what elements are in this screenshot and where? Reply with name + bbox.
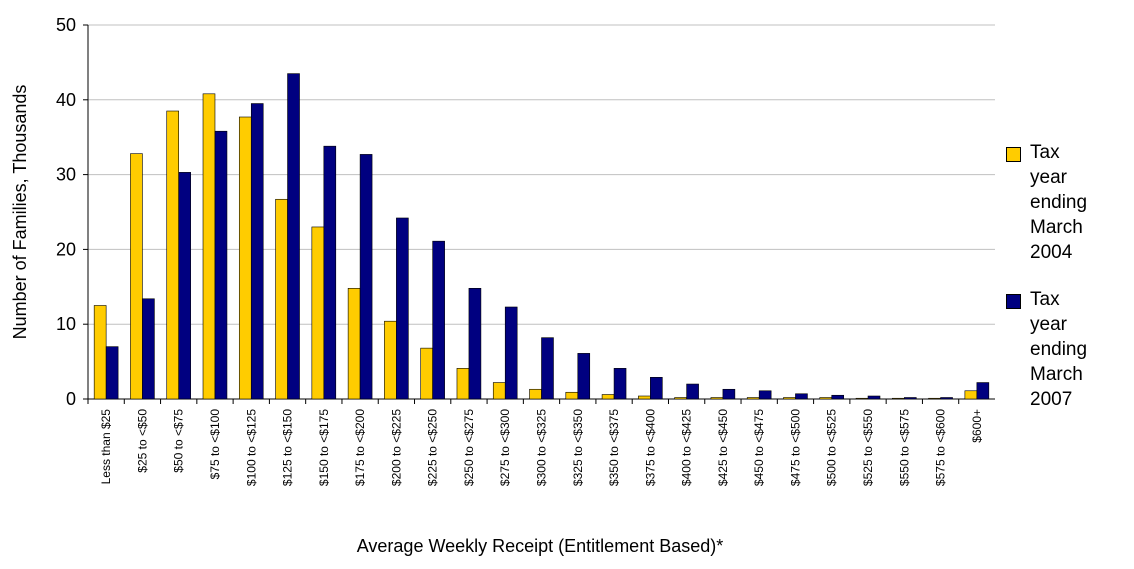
legend-swatch: [1006, 294, 1021, 309]
bar: [130, 153, 143, 400]
x-tick-label: $475 to <$500: [788, 409, 802, 486]
x-axis-title: Average Weekly Receipt (Entitlement Base…: [357, 536, 724, 556]
y-tick-label: 40: [56, 90, 76, 110]
x-tick-label: $75 to <$100: [208, 409, 222, 480]
bar: [746, 397, 760, 400]
x-tick-label: $300 to <$325: [535, 409, 549, 486]
bar: [722, 388, 736, 400]
bar: [903, 397, 917, 400]
bar: [178, 172, 191, 400]
bar: [541, 337, 554, 400]
x-tick-label: $25 to <$50: [135, 409, 149, 473]
x-tick-label: Less than $25: [99, 409, 113, 485]
bar: [250, 103, 264, 400]
bar: [202, 93, 216, 400]
y-tick-label: 30: [56, 165, 76, 185]
bar: [892, 397, 905, 400]
bar: [577, 353, 591, 400]
bar: [613, 368, 627, 400]
x-tick-label: $575 to <$600: [934, 409, 948, 486]
bar: [311, 226, 325, 400]
x-tick-label: $500 to <$525: [825, 409, 839, 486]
x-tick-label: $375 to <$400: [643, 409, 657, 486]
bar: [142, 298, 155, 400]
legend-label: Tax year ending March 2004: [1030, 142, 1088, 263]
x-tick-label: $325 to <$350: [571, 409, 585, 486]
bar: [674, 397, 687, 400]
x-tick-label: $225 to <$250: [426, 409, 440, 486]
y-tick-label: 0: [66, 389, 76, 409]
bar: [456, 368, 470, 400]
bar: [976, 382, 990, 400]
x-tick-label: $125 to <$150: [281, 409, 295, 486]
bar: [783, 397, 796, 400]
x-tick-label: $400 to <$425: [680, 409, 694, 486]
legend-item: Tax year ending March 2007: [1000, 287, 1100, 412]
bar: [214, 130, 228, 400]
bar: [323, 145, 337, 400]
x-tick-label: $425 to <$450: [716, 409, 730, 486]
x-tick-label: $600+: [970, 409, 984, 443]
bar: [238, 116, 252, 400]
y-tick-label: 50: [56, 15, 76, 35]
x-tick-label: $150 to <$175: [317, 409, 331, 486]
bar: [420, 347, 433, 400]
y-tick-label: 10: [56, 314, 76, 334]
bar: [855, 397, 869, 400]
bar: [819, 397, 833, 400]
bar: [275, 198, 288, 400]
bar: [93, 305, 107, 400]
legend-item: Tax year ending March 2004: [1000, 140, 1100, 265]
bar: [710, 397, 724, 400]
x-tick-label: $350 to <$375: [607, 409, 621, 486]
legend-swatch: [1006, 147, 1021, 162]
bar: [432, 240, 445, 400]
x-tick-label: $250 to <$275: [462, 409, 476, 486]
bar: [504, 306, 518, 400]
bar: [529, 388, 542, 400]
x-tick-label: $550 to <$575: [897, 409, 911, 486]
bar: [105, 346, 119, 400]
y-tick-label: 20: [56, 239, 76, 259]
bar: [964, 390, 978, 400]
x-tick-label: $275 to <$300: [498, 409, 512, 486]
bar: [686, 383, 699, 400]
bar: [928, 397, 941, 400]
x-tick-label: $50 to <$75: [172, 409, 186, 473]
bar: [758, 390, 772, 400]
bar: [287, 73, 300, 400]
x-tick-label: $525 to <$550: [861, 409, 875, 486]
bar: [359, 154, 373, 400]
bar: [565, 391, 579, 400]
bar: [795, 393, 808, 400]
x-tick-label: $175 to <$200: [353, 409, 367, 486]
legend-label: Tax year ending March 2007: [1030, 289, 1088, 410]
legend: Tax year ending March 2004 Tax year endin…: [1000, 140, 1130, 434]
bar: [867, 395, 881, 400]
bar: [650, 377, 663, 400]
bar: [492, 382, 506, 400]
bar: [831, 394, 845, 400]
x-tick-label: $100 to <$125: [244, 409, 258, 486]
bar: [347, 287, 361, 400]
bar: [601, 394, 615, 400]
y-axis-title: Number of Families, Thousands: [10, 85, 30, 340]
bar: [638, 395, 651, 400]
bar: [396, 217, 409, 400]
bar: [940, 397, 953, 400]
bar: [468, 287, 482, 400]
x-tick-label: $200 to <$225: [389, 409, 403, 486]
bar: [384, 320, 397, 400]
x-tick-label: $450 to <$475: [752, 409, 766, 486]
bar: [166, 110, 179, 400]
